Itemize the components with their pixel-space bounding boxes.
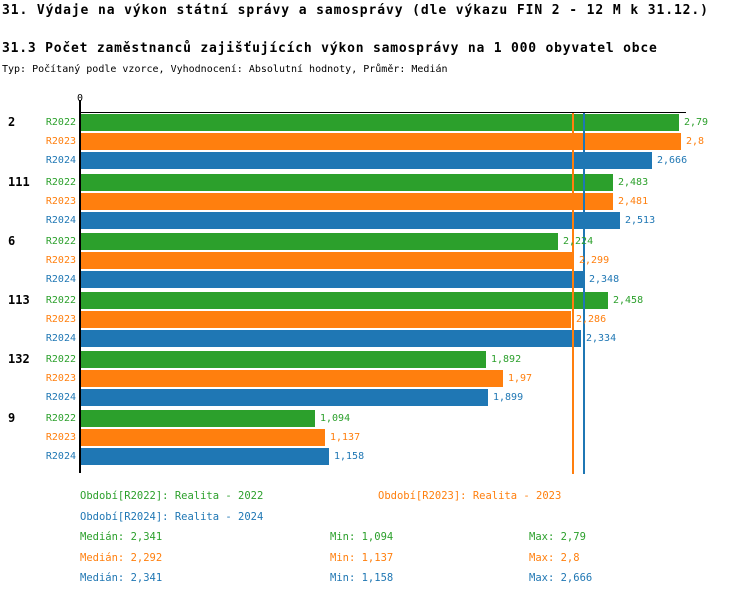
bar-r2023-cat-113 [81,311,571,328]
group-label: 132 [8,352,30,366]
median-line-r2023 [572,113,574,474]
row-year-label: R2022 [45,177,76,188]
group-label: 113 [8,293,30,307]
x-axis-top-line [80,112,686,113]
row-year-label: R2024 [45,392,76,403]
bar-r2024-cat-2 [81,152,652,169]
median-line-r2024 [583,113,585,474]
group-label: 6 [8,234,16,248]
bar-r2022-cat-113 [81,292,608,309]
row-year-label: R2022 [45,413,76,424]
bar-r2022-cat-6 [81,233,558,250]
legend-period-r2022: Období[R2022]: Realita - 2022 [80,490,264,502]
bar-value-label: 2,458 [613,295,644,306]
bar-r2024-cat-6 [81,271,584,288]
row-year-label: R2022 [45,236,76,247]
page-title: 31. Výdaje na výkon státní správy a samo… [2,3,709,18]
stat-median-r2023: Medián: 2,292 [80,552,163,564]
stat-max-r2024: Max: 2,666 [529,572,593,584]
bar-value-label: 1,094 [320,413,351,424]
row-year-label: R2022 [45,354,76,365]
bar-r2023-cat-111 [81,193,613,210]
row-year-label: R2024 [45,333,76,344]
legend-period-r2023: Období[R2023]: Realita - 2023 [378,490,562,502]
stat-max-r2022: Max: 2,79 [529,531,586,543]
axis-zero-tick-label: 0 [77,93,84,104]
stat-min-r2022: Min: 1,094 [330,531,394,543]
stat-median-r2022: Medián: 2,341 [80,531,163,543]
row-year-label: R2023 [45,255,76,266]
bar-value-label: 1,137 [330,432,361,443]
row-year-label: R2024 [45,215,76,226]
row-year-label: R2024 [45,274,76,285]
bar-value-label: 1,892 [491,354,522,365]
row-year-label: R2023 [45,314,76,325]
bar-value-label: 1,97 [508,373,533,384]
bar-value-label: 2,334 [586,333,617,344]
bar-value-label: 2,483 [618,177,649,188]
bar-value-label: 2,666 [657,155,688,166]
row-year-label: R2023 [45,136,76,147]
row-year-label: R2023 [45,196,76,207]
legend-period-r2024: Období[R2024]: Realita - 2024 [80,511,264,523]
bar-r2024-cat-111 [81,212,620,229]
bar-value-label: 1,899 [493,392,524,403]
bar-value-label: 2,299 [579,255,610,266]
row-year-label: R2022 [45,295,76,306]
bar-r2022-cat-2 [81,114,679,131]
row-year-label: R2023 [45,432,76,443]
bar-value-label: 2,286 [576,314,607,325]
stat-max-r2023: Max: 2,8 [529,552,580,564]
bar-value-label: 2,79 [684,117,709,128]
row-year-label: R2023 [45,373,76,384]
section-title: 31.3 Počet zaměstnanců zajišťujících výk… [2,41,658,56]
bar-r2023-cat-9 [81,429,325,446]
group-label: 2 [8,115,16,129]
bar-value-label: 2,8 [686,136,705,147]
bar-r2024-cat-113 [81,330,581,347]
bar-r2022-cat-132 [81,351,486,368]
bar-r2023-cat-2 [81,133,681,150]
bar-r2024-cat-9 [81,448,329,465]
row-year-label: R2022 [45,117,76,128]
bar-r2022-cat-111 [81,174,613,191]
group-label: 9 [8,411,16,425]
bar-r2024-cat-132 [81,389,488,406]
bar-r2023-cat-132 [81,370,503,387]
row-year-label: R2024 [45,155,76,166]
chart-subtitle: Typ: Počítaný podle vzorce, Vyhodnocení:… [2,64,448,75]
group-label: 111 [8,175,30,189]
row-year-label: R2024 [45,451,76,462]
bar-value-label: 2,348 [589,274,620,285]
bar-value-label: 2,513 [625,215,656,226]
bar-r2022-cat-9 [81,410,315,427]
bar-value-label: 1,158 [334,451,365,462]
bar-r2023-cat-6 [81,252,574,269]
bar-value-label: 2,481 [618,196,649,207]
y-axis-line [79,100,81,473]
bar-value-label: 2,224 [563,236,594,247]
stat-min-r2024: Min: 1,158 [330,572,394,584]
stat-median-r2024: Medián: 2,341 [80,572,163,584]
stat-min-r2023: Min: 1,137 [330,552,394,564]
